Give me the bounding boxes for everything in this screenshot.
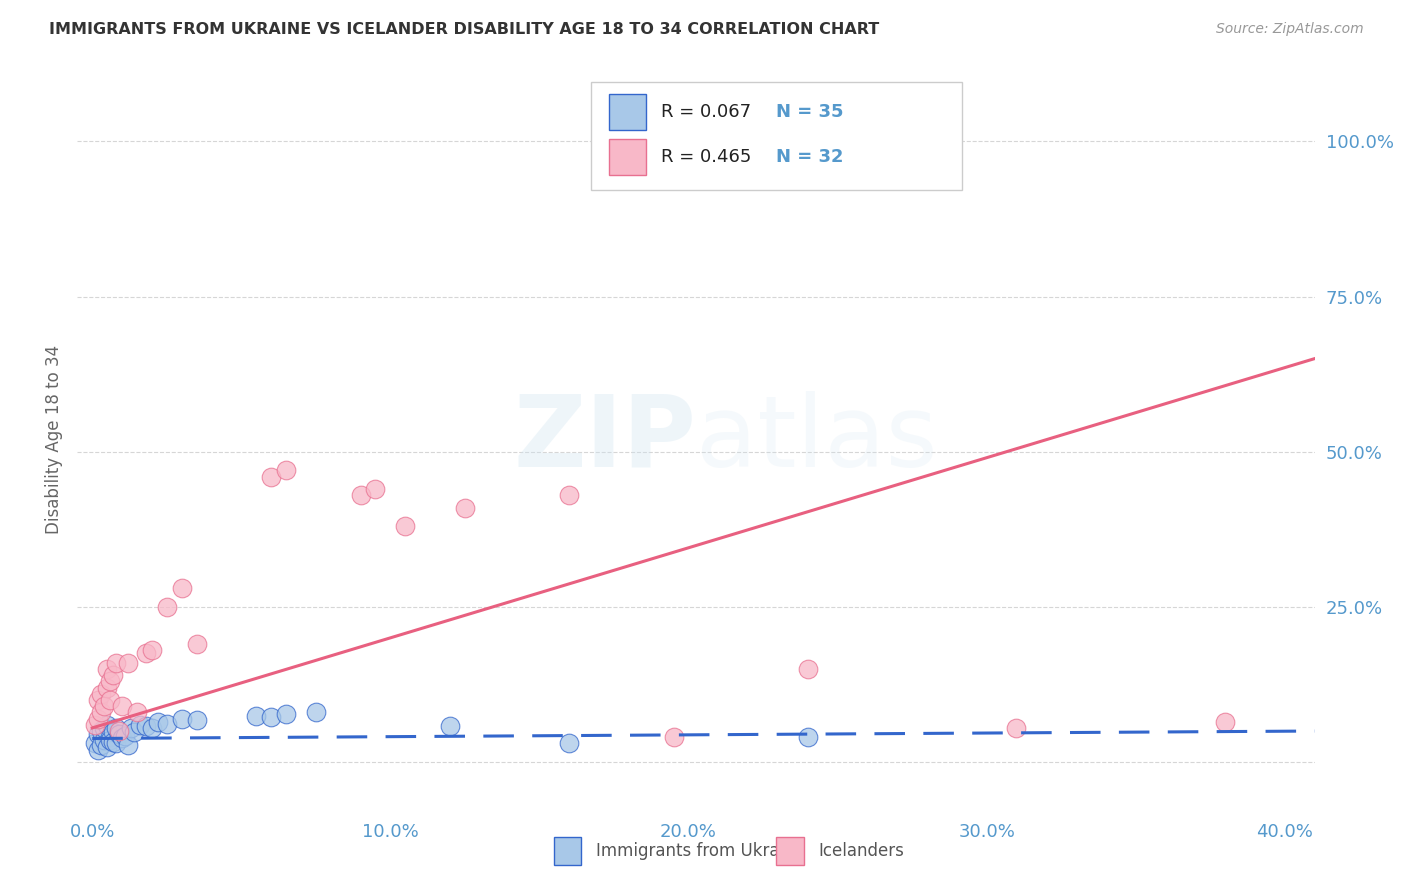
- Point: [274, 706, 297, 721]
- Point: [87, 727, 110, 741]
- Point: [662, 730, 685, 744]
- Point: [305, 706, 328, 720]
- Text: atlas: atlas: [696, 391, 938, 488]
- Point: [170, 712, 193, 726]
- Point: [146, 714, 169, 729]
- Point: [98, 693, 121, 707]
- Point: [364, 482, 387, 496]
- Point: [111, 731, 134, 746]
- Point: [96, 681, 118, 695]
- Point: [1213, 714, 1236, 729]
- Y-axis label: Disability Age 18 to 34: Disability Age 18 to 34: [45, 344, 63, 534]
- Point: [1005, 721, 1028, 735]
- Point: [101, 725, 124, 739]
- Point: [101, 668, 124, 682]
- Point: [439, 719, 461, 733]
- Point: [245, 708, 267, 723]
- Point: [98, 733, 121, 747]
- Text: R = 0.067: R = 0.067: [661, 103, 751, 121]
- Point: [105, 656, 128, 670]
- Point: [156, 716, 179, 731]
- Point: [87, 712, 110, 726]
- Point: [274, 463, 297, 477]
- Point: [558, 736, 581, 750]
- Text: N = 32: N = 32: [776, 148, 844, 166]
- Point: [90, 724, 112, 739]
- FancyBboxPatch shape: [591, 82, 962, 190]
- Point: [394, 519, 416, 533]
- Point: [170, 582, 193, 596]
- Point: [797, 730, 820, 744]
- Point: [454, 500, 477, 515]
- Point: [87, 742, 110, 756]
- Point: [114, 729, 136, 743]
- Text: Immigrants from Ukraine: Immigrants from Ukraine: [596, 842, 804, 860]
- Point: [98, 674, 121, 689]
- Point: [186, 637, 208, 651]
- Point: [90, 738, 112, 752]
- Point: [108, 727, 131, 741]
- Point: [96, 662, 118, 676]
- Point: [141, 643, 163, 657]
- Point: [120, 721, 142, 735]
- Point: [96, 718, 118, 732]
- Point: [186, 713, 208, 727]
- Point: [260, 469, 283, 483]
- Point: [156, 599, 179, 614]
- Point: [105, 736, 128, 750]
- Point: [98, 730, 121, 744]
- Point: [84, 736, 107, 750]
- Point: [108, 724, 131, 739]
- Bar: [776, 837, 804, 865]
- Point: [349, 488, 371, 502]
- Point: [135, 719, 157, 733]
- Point: [797, 662, 820, 676]
- Text: Icelanders: Icelanders: [818, 842, 904, 860]
- Bar: [609, 139, 647, 175]
- Point: [93, 721, 115, 735]
- Point: [90, 706, 112, 720]
- Point: [260, 710, 283, 724]
- Point: [101, 735, 124, 749]
- Point: [93, 733, 115, 747]
- Point: [129, 718, 152, 732]
- Bar: [554, 837, 581, 865]
- Text: N = 35: N = 35: [776, 103, 844, 121]
- Text: ZIP: ZIP: [513, 391, 696, 488]
- Point: [117, 656, 139, 670]
- Bar: [609, 95, 647, 130]
- Text: R = 0.465: R = 0.465: [661, 148, 752, 166]
- Point: [87, 693, 110, 707]
- Point: [93, 699, 115, 714]
- Point: [558, 488, 581, 502]
- Point: [90, 687, 112, 701]
- Point: [141, 721, 163, 735]
- Point: [105, 721, 128, 735]
- Point: [117, 738, 139, 752]
- Text: IMMIGRANTS FROM UKRAINE VS ICELANDER DISABILITY AGE 18 TO 34 CORRELATION CHART: IMMIGRANTS FROM UKRAINE VS ICELANDER DIS…: [49, 22, 880, 37]
- Text: Source: ZipAtlas.com: Source: ZipAtlas.com: [1216, 22, 1364, 37]
- Point: [135, 647, 157, 661]
- Point: [96, 739, 118, 754]
- Point: [125, 706, 148, 720]
- Point: [84, 718, 107, 732]
- Point: [122, 725, 145, 739]
- Point: [111, 699, 134, 714]
